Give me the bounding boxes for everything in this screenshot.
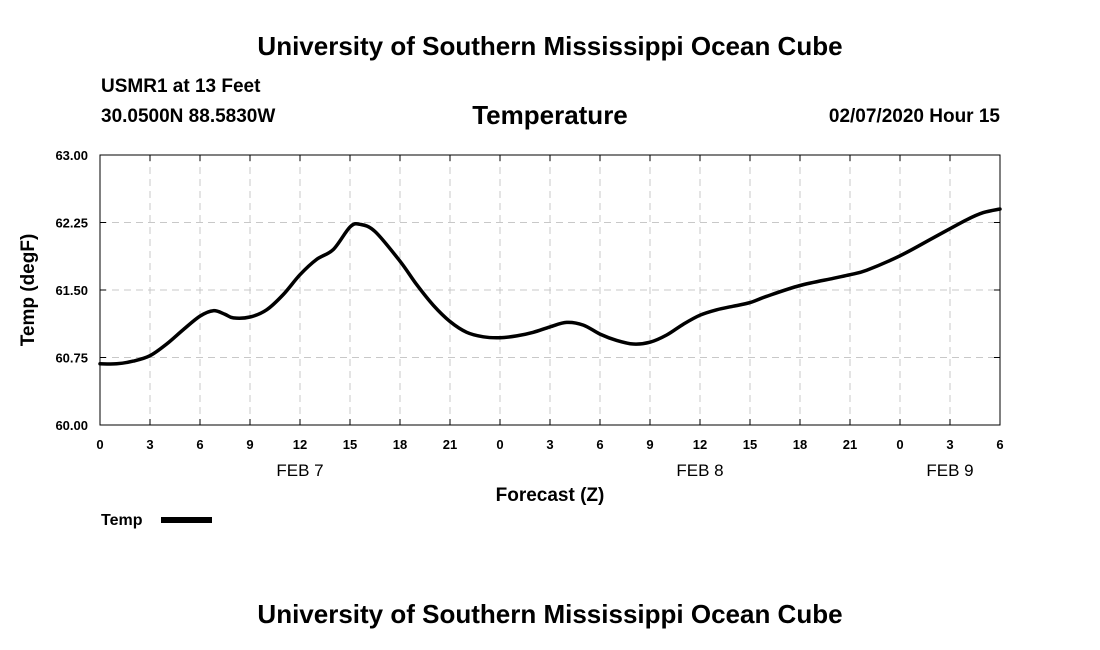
x-tick-label: 0 [96,437,103,452]
variable-title: Temperature [472,100,628,130]
x-tick-label: 15 [743,437,757,452]
y-tick-label: 61.50 [55,283,88,298]
date-label: FEB 9 [926,461,973,480]
x-tick-label: 15 [343,437,357,452]
legend-label: Temp [101,512,143,529]
station-coordinates: 30.0500N 88.5830W [101,106,276,127]
x-axis-label: Forecast (Z) [496,485,605,506]
x-tick-label: 21 [843,437,857,452]
station-label: USMR1 at 13 Feet [101,76,261,97]
date-label: FEB 7 [276,461,323,480]
x-tick-label: 9 [246,437,253,452]
y-tick-label: 62.25 [55,216,88,231]
temp-series-line [98,207,1002,366]
x-tick-label: 3 [946,437,953,452]
forecast-run-time: 02/07/2020 Hour 15 [828,106,1000,127]
tick-labels: 0 3 6 9 12 15 18 21 0 3 6 9 12 15 18 21 0 3 6 60.00 60.75 61.… [55,148,1003,480]
chart-title-bottom: University of Southern Mississippi Ocean… [257,599,843,629]
x-tick-label: 6 [596,437,603,452]
x-tick-label: 3 [546,437,553,452]
x-tick-label: 3 [146,437,153,452]
x-tick-label: 21 [443,437,457,452]
x-tick-label: 18 [393,437,407,452]
date-label: FEB 8 [676,461,723,480]
grid-lines [100,155,1000,425]
x-tick-label: 0 [896,437,903,452]
x-tick-label: 0 [496,437,503,452]
y-tick-label: 63.00 [55,148,88,163]
x-tick-label: 9 [646,437,653,452]
x-tick-label: 12 [693,437,707,452]
chart-title-top: University of Southern Mississippi Ocean… [257,31,843,61]
y-tick-label: 60.00 [55,418,88,433]
y-tick-label: 60.75 [55,351,88,366]
y-axis-label: Temp (degF) [18,234,39,347]
x-tick-label: 12 [293,437,307,452]
axis-ticks [99,154,1001,426]
x-tick-label: 6 [196,437,203,452]
x-tick-label: 18 [793,437,807,452]
x-tick-label: 6 [996,437,1003,452]
